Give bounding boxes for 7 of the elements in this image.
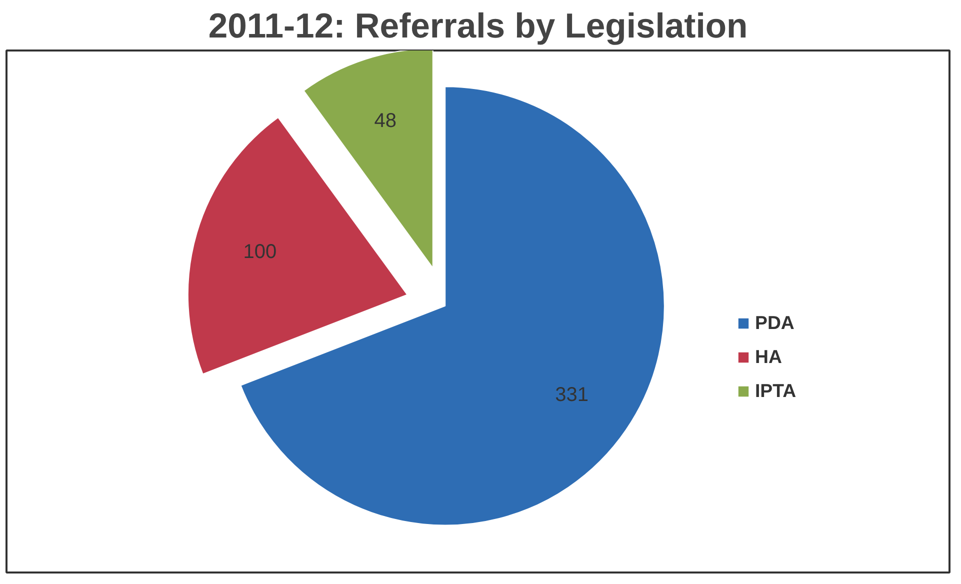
- legend-label: HA: [755, 346, 782, 368]
- data-label: 48: [374, 110, 396, 132]
- data-label: 331: [555, 384, 588, 406]
- data-label: 100: [243, 240, 277, 263]
- chart-title: 2011-12: Referrals by Legislation: [208, 8, 748, 46]
- legend-label: IPTA: [755, 380, 796, 402]
- legend-label: PDA: [755, 312, 794, 334]
